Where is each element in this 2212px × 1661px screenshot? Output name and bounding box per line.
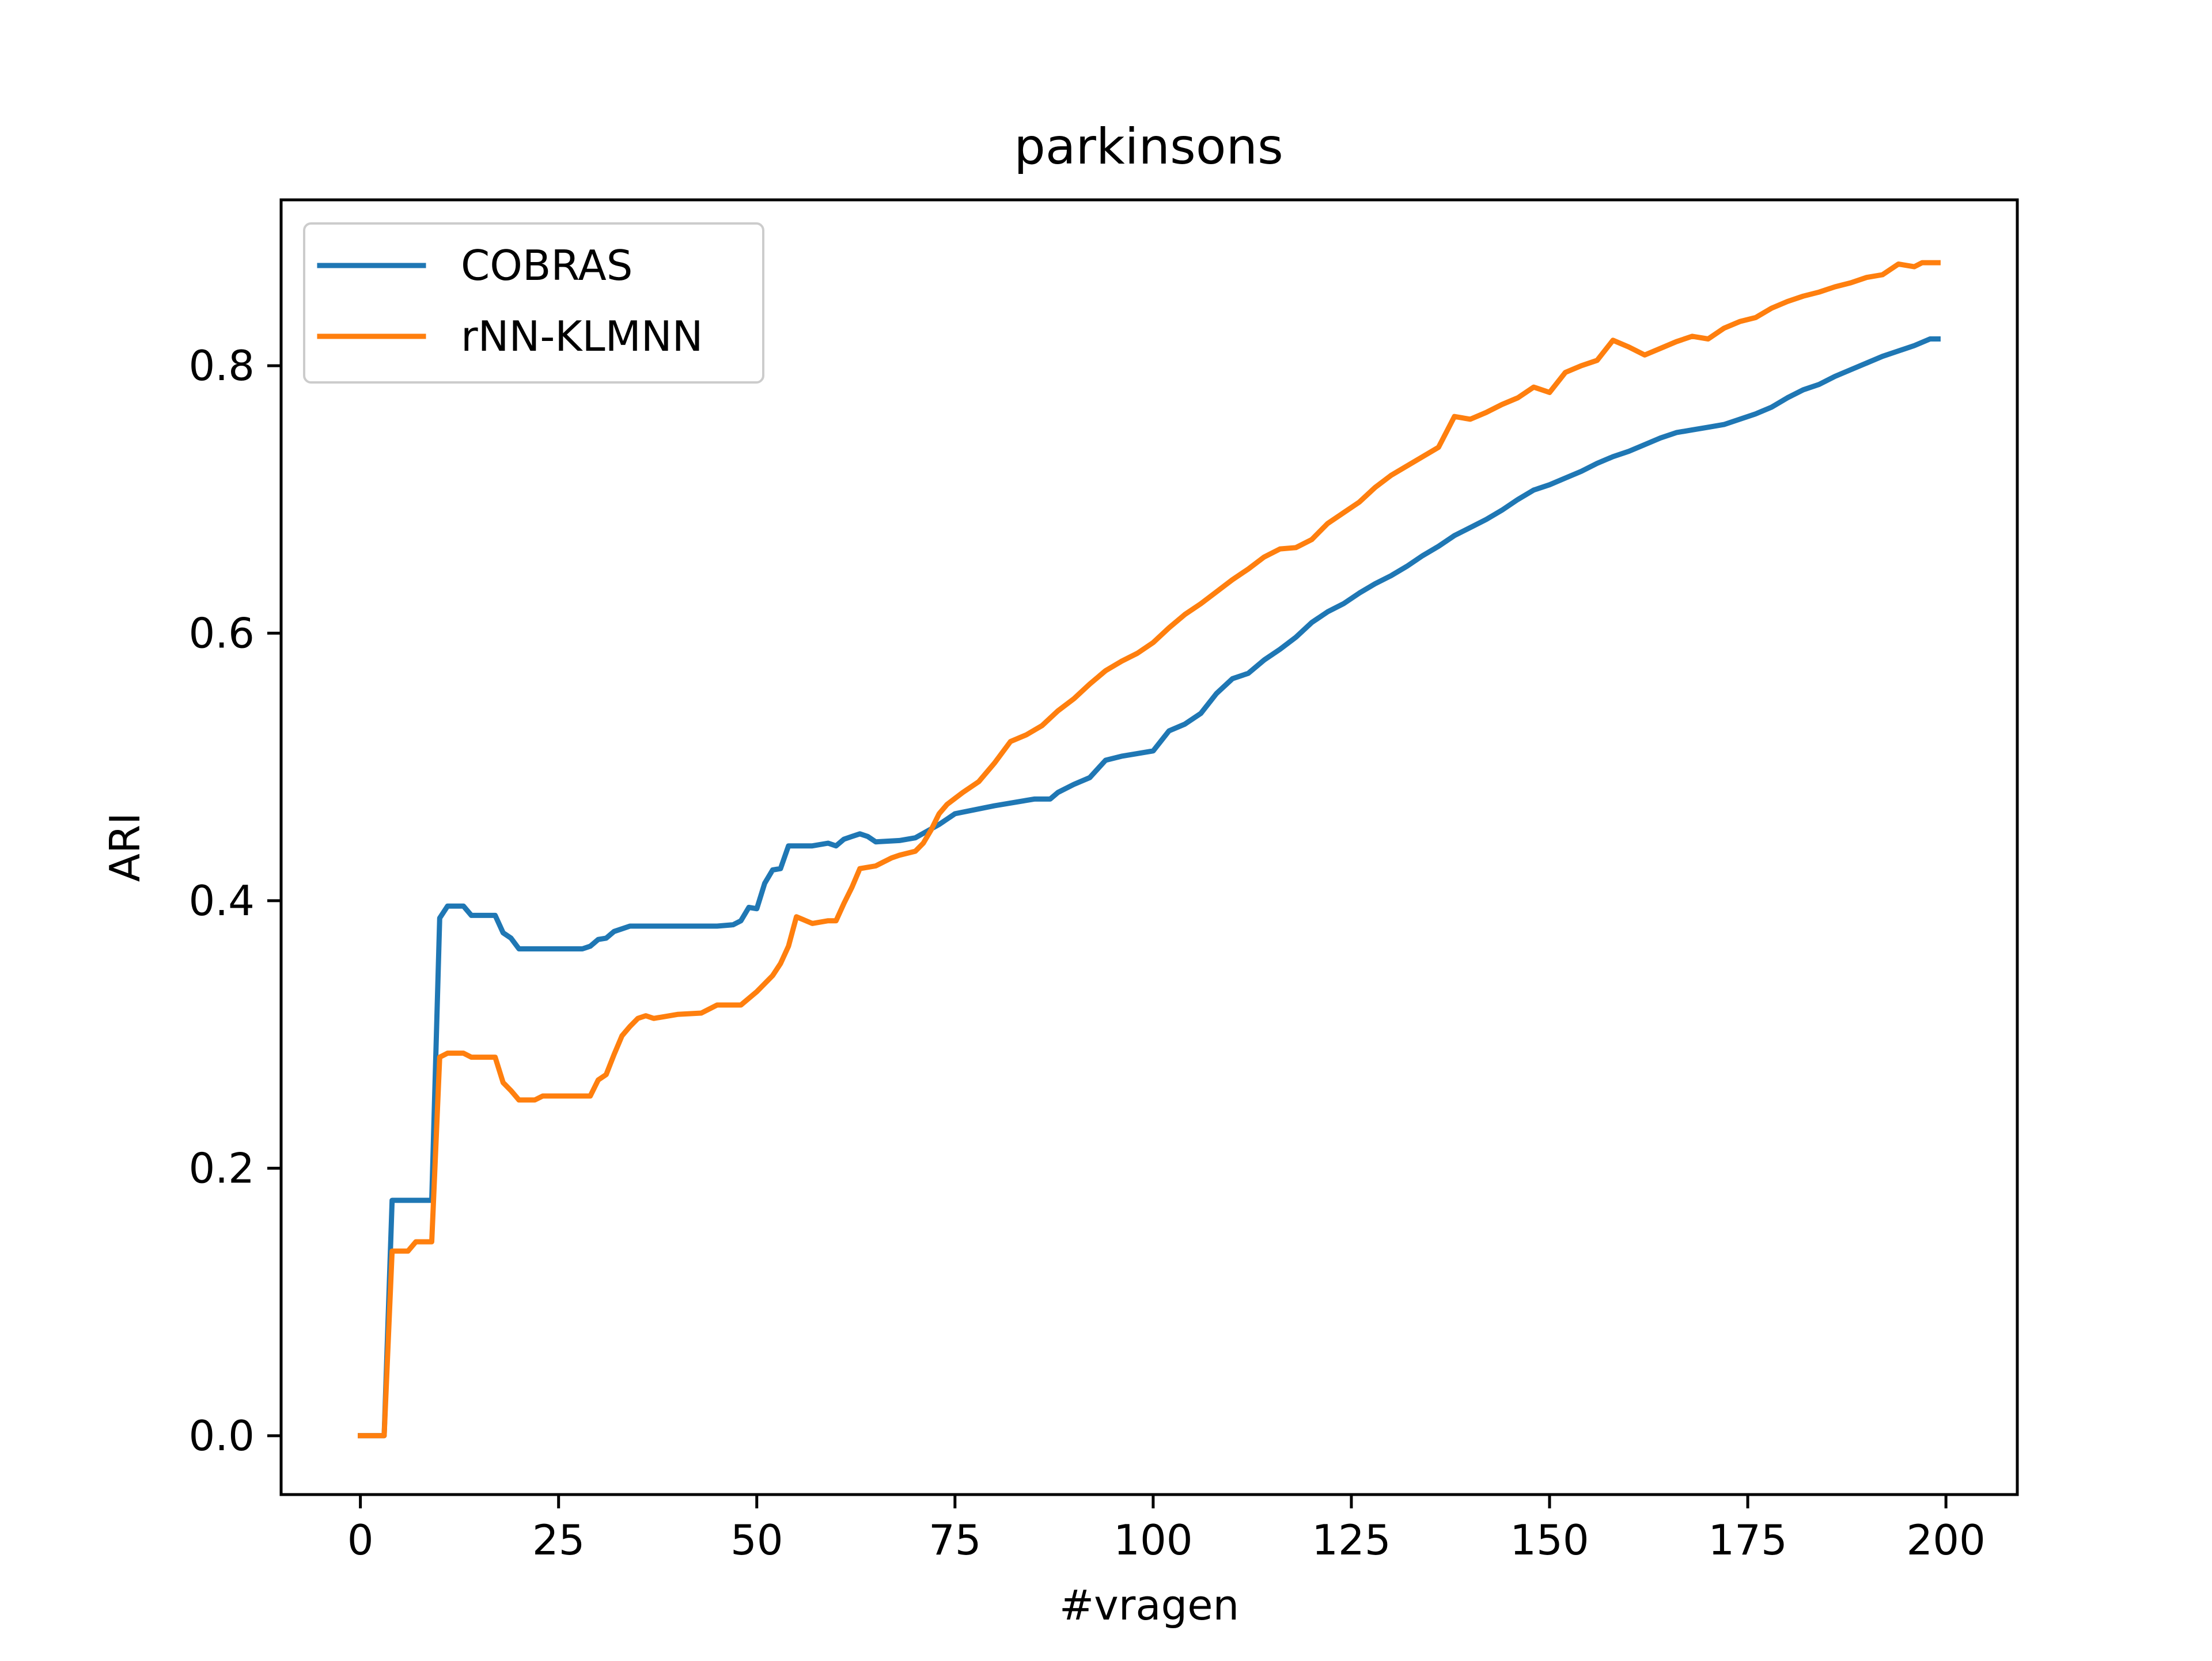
axes-frame	[279, 198, 2019, 1496]
series-layer	[358, 260, 1941, 1439]
x-tick-label: 150	[1510, 1516, 1589, 1564]
y-tick-label: 0.8	[188, 342, 255, 390]
y-tick-label: 0.4	[188, 877, 255, 925]
x-ticks: 0 25 50 75 100 125 150 175 200	[347, 1495, 1986, 1564]
y-ticks: 0.0 0.2 0.4 0.6 0.8	[188, 342, 281, 1460]
x-tick-label: 75	[929, 1516, 982, 1564]
x-tick-label: 100	[1113, 1516, 1192, 1564]
x-tick-label: 50	[730, 1516, 783, 1564]
x-tick-label: 0	[347, 1516, 374, 1564]
legend-label-rnn-klmnn: rNN-KLMNN	[461, 312, 703, 361]
legend-label-cobras: COBRAS	[461, 241, 632, 290]
legend: COBRAS rNN-KLMNN	[303, 222, 764, 384]
y-tick-label: 0.6	[188, 609, 255, 657]
x-axis-label: #vragen	[1059, 1581, 1239, 1629]
y-tick-label: 0.2	[188, 1144, 255, 1192]
chart-title: parkinsons	[1014, 118, 1283, 176]
y-axis-label: ARI	[101, 813, 149, 882]
x-tick-label: 200	[1906, 1516, 1985, 1564]
x-tick-label: 175	[1708, 1516, 1787, 1564]
series-line-rnn-klmnn	[358, 260, 1941, 1439]
series-line-cobras	[358, 336, 1941, 1439]
x-tick-label: 125	[1312, 1516, 1391, 1564]
legend-entry-rnn-klmnn: rNN-KLMNN	[317, 312, 703, 361]
x-tick-label: 25	[532, 1516, 585, 1564]
plot-area	[279, 198, 2019, 1496]
legend-entry-cobras: COBRAS	[317, 241, 632, 290]
y-tick-label: 0.0	[188, 1412, 255, 1460]
